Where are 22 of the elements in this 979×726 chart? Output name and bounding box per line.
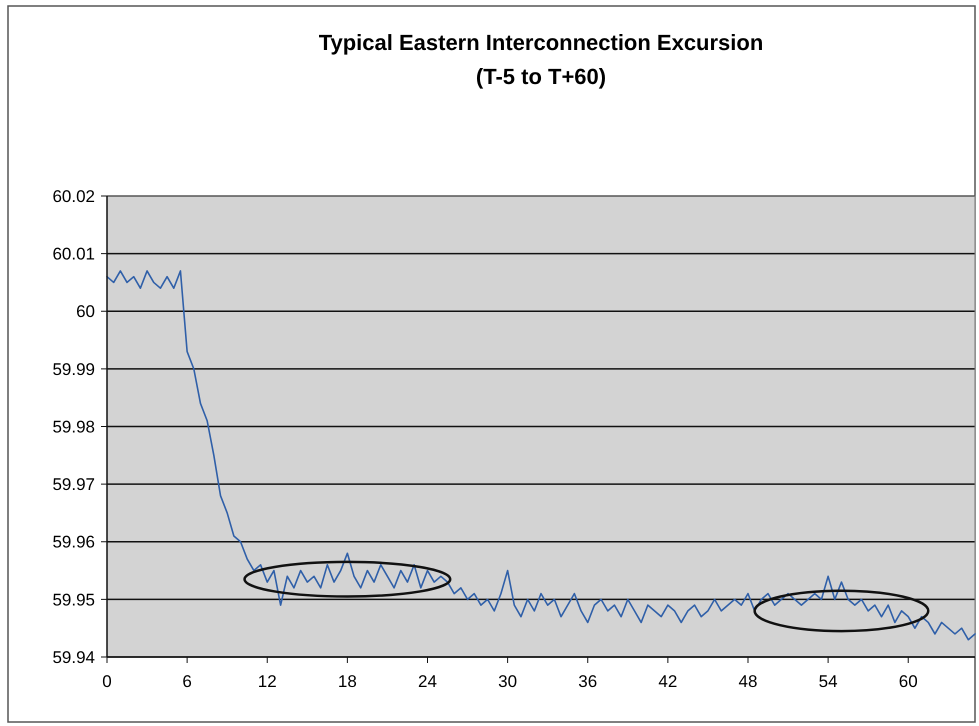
x-tick-label: 54 (818, 672, 838, 691)
y-tick-label: 60 (76, 302, 95, 322)
chart-title: Typical Eastern Interconnection Excursion (318, 30, 764, 55)
x-tick-label: 30 (498, 672, 518, 691)
y-tick-label: 59.96 (52, 532, 95, 552)
x-tick-label: 24 (418, 672, 437, 691)
y-tick-label: 60.01 (52, 244, 95, 264)
x-tick-label: 0 (102, 672, 112, 691)
chart-subtitle: (T-5 to T+60) (476, 64, 606, 89)
x-tick-label: 60 (898, 672, 918, 691)
x-tick-label: 12 (258, 672, 277, 691)
x-tick-label: 18 (338, 672, 357, 691)
x-tick-label: 42 (658, 672, 678, 691)
y-tick-label: 59.97 (52, 475, 95, 494)
y-tick-label: 59.95 (52, 590, 95, 610)
y-tick-label: 59.98 (52, 417, 95, 436)
y-tick-label: 59.94 (52, 648, 95, 667)
x-tick-label: 48 (738, 672, 758, 691)
x-tick-label: 6 (182, 672, 192, 691)
y-tick-label: 59.99 (52, 360, 95, 379)
y-tick-label: 60.02 (52, 186, 95, 206)
x-tick-label: 36 (578, 672, 598, 691)
